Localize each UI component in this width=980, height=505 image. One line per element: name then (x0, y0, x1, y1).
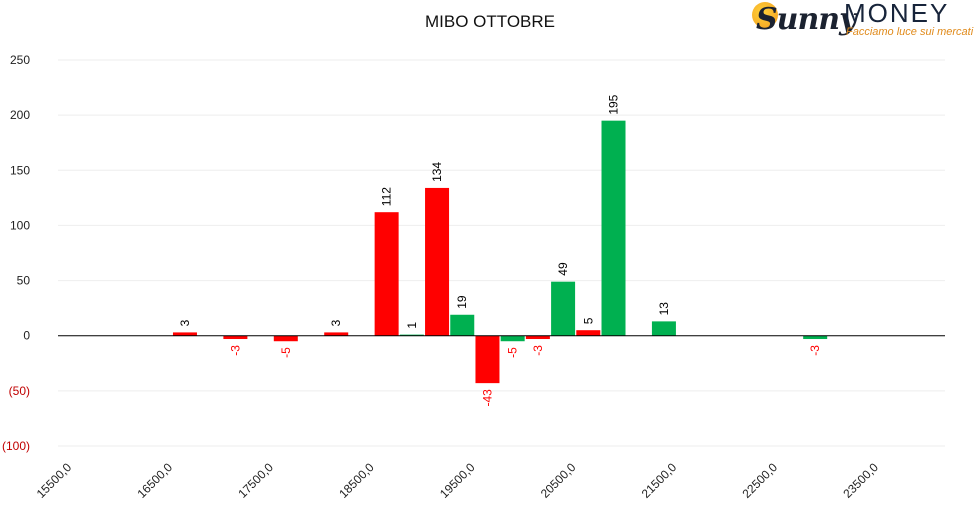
bar (273, 335, 298, 342)
bar (425, 187, 450, 336)
x-tick-label: 15500,0 (34, 460, 75, 501)
logo-tagline: Facciamo luce sui mercati (846, 26, 974, 38)
x-tick-label: 22500,0 (740, 460, 781, 501)
bar (601, 120, 626, 336)
x-tick-label: 18500,0 (336, 460, 377, 501)
data-label: 5 (581, 317, 595, 324)
data-label: -43 (480, 389, 494, 407)
data-label: -3 (228, 345, 242, 356)
data-label: -5 (506, 347, 520, 358)
bar (525, 335, 550, 340)
bar (500, 335, 525, 342)
y-tick-label: 50 (17, 274, 31, 288)
logo-script-text: Sunny (756, 2, 857, 37)
sunny-money-logo: Sunny MONEY Facciamo luce sui mercati (752, 0, 978, 44)
data-label: 195 (607, 94, 621, 114)
x-tick-label: 21500,0 (639, 460, 680, 501)
x-tick-label: 23500,0 (840, 460, 881, 501)
data-label: 3 (329, 319, 343, 326)
bar (172, 332, 197, 336)
y-tick-label: 0 (23, 329, 30, 343)
x-tick-label: 20500,0 (538, 460, 579, 501)
bar (651, 321, 676, 336)
bar (450, 314, 475, 336)
bar (223, 335, 248, 340)
y-tick-label: 150 (10, 163, 30, 177)
sun-icon (752, 2, 778, 28)
y-tick-label: 200 (10, 108, 30, 122)
y-tick-label: (100) (2, 439, 30, 453)
bar (324, 332, 349, 336)
data-label: -3 (531, 345, 545, 356)
y-tick-label: 100 (10, 218, 30, 232)
x-tick-label: 16500,0 (135, 460, 176, 501)
data-label: 3 (178, 319, 192, 326)
data-label: -3 (808, 345, 822, 356)
data-label: 134 (430, 162, 444, 182)
y-tick-label: (50) (9, 384, 30, 398)
data-label: 112 (380, 187, 394, 206)
bar (576, 330, 601, 336)
x-tick-label: 17500,0 (235, 460, 276, 501)
y-tick-label: 250 (10, 53, 30, 67)
x-tick-label: 19500,0 (437, 460, 478, 501)
bar (399, 334, 424, 336)
data-label: -5 (279, 347, 293, 358)
bar (374, 212, 399, 336)
data-label: 13 (657, 302, 671, 316)
data-label: 19 (455, 295, 469, 309)
data-label: 1 (405, 322, 419, 329)
bar (803, 335, 828, 340)
bar (475, 335, 500, 384)
bar (551, 281, 576, 336)
data-label: 49 (556, 262, 570, 276)
logo-brand-text: MONEY (844, 0, 950, 28)
chart-title: MIBO OTTOBRE (424, 12, 556, 31)
